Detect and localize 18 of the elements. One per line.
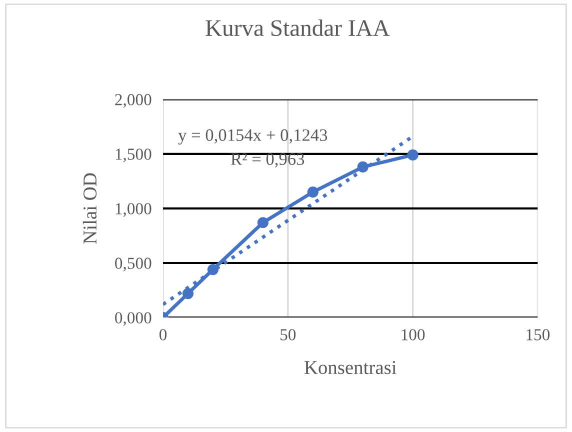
x-tick-label: 50 [280,329,296,340]
point [407,149,418,161]
y-tick-label: 2,000 [115,94,152,108]
x-tick-label: 100 [402,329,425,340]
y-tick-label: 1,500 [116,148,152,162]
point [182,288,194,300]
point [257,217,268,228]
y-tick-label: 0,000 [115,312,152,326]
y-tick-label: 1,000 [116,203,152,217]
y-tick-label: 0,500 [115,258,152,272]
annotation: R² = 0,963 [230,153,304,168]
chart-title: Kurva Standar IAA [206,19,390,36]
annotation: y = 0,0154x + 0,1243 [178,129,328,145]
point [307,186,318,198]
x-tick-label: 0 [159,329,167,340]
x-tick-label: 150 [526,329,550,340]
x-axis-title: Konsentrasi [304,361,396,374]
y-axis-title: Nilai OD [82,173,97,244]
